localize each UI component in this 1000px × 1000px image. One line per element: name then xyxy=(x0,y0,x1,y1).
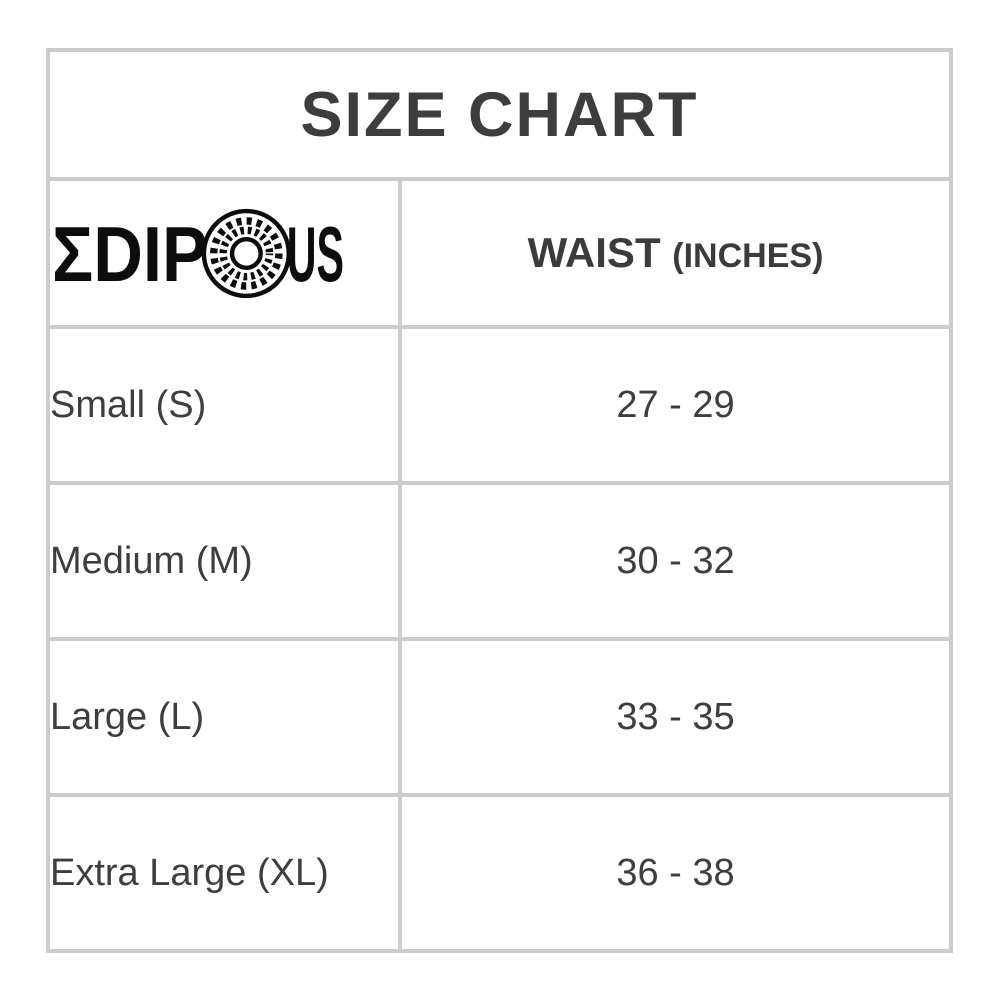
size-name-cell: Medium (M) xyxy=(46,481,402,641)
waist-range-cell: 30 - 32 xyxy=(398,481,953,641)
table-row-medium: Medium (M) 30 - 32 xyxy=(46,481,953,641)
waist-range-cell: 36 - 38 xyxy=(398,793,953,953)
size-name-cell: Extra Large (XL) xyxy=(46,793,402,953)
chart-title: SIZE CHART xyxy=(46,48,953,181)
waist-header-label: WAIST xyxy=(527,229,661,276)
table-row-extra-large: Extra Large (XL) 36 - 38 xyxy=(46,793,953,953)
table-row-small: Small (S) 27 - 29 xyxy=(46,325,953,485)
table-row-large: Large (L) 33 - 35 xyxy=(46,637,953,797)
size-name-cell: Small (S) xyxy=(46,325,402,485)
brand-logo-cell: ΣDIP US xyxy=(46,177,402,329)
logo-text-prefix: ΣDIP xyxy=(52,210,208,298)
waist-range-cell: 33 - 35 xyxy=(398,637,953,797)
logo-text-suffix: US xyxy=(287,210,344,298)
header-row: ΣDIP US WAIST (INCHES) xyxy=(46,177,953,329)
waist-range-cell: 27 - 29 xyxy=(398,325,953,485)
size-chart: SIZE CHART ΣDIP US xyxy=(46,48,953,953)
size-chart-table: SIZE CHART ΣDIP US xyxy=(46,48,953,953)
greek-meander-circle-icon xyxy=(201,208,291,298)
waist-header-cell: WAIST (INCHES) xyxy=(398,177,953,329)
edipous-logo: ΣDIP US xyxy=(52,208,344,298)
title-row: SIZE CHART xyxy=(46,48,953,181)
size-name-cell: Large (L) xyxy=(46,637,402,797)
waist-header-unit: (INCHES) xyxy=(672,237,824,275)
